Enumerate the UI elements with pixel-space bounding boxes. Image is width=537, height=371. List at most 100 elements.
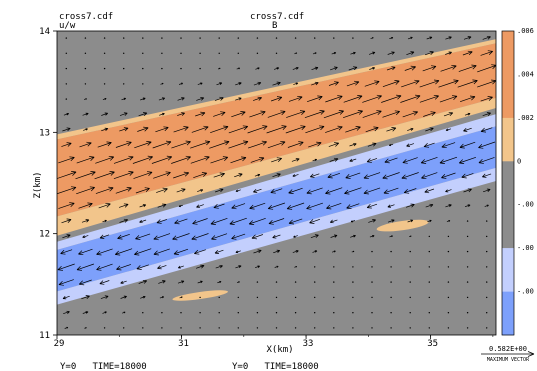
y-tick-label: 13 bbox=[39, 128, 50, 138]
vector-arrow bbox=[229, 217, 247, 225]
vector-dot bbox=[65, 83, 68, 85]
footer-center: Y=0 TIME=18000 bbox=[232, 362, 319, 371]
vector-arrow bbox=[484, 204, 489, 207]
vector-dot bbox=[390, 312, 392, 314]
vector-arrow bbox=[100, 295, 109, 299]
vector-arrow bbox=[177, 112, 185, 116]
vector-dot bbox=[218, 37, 220, 39]
vector-arrow bbox=[235, 82, 242, 86]
vector-arrow bbox=[194, 249, 206, 255]
vector-arrow bbox=[228, 125, 249, 134]
vector-arrow bbox=[480, 50, 494, 56]
vector-arrow bbox=[459, 141, 476, 149]
vector-arrow bbox=[401, 79, 420, 88]
vector-dot bbox=[199, 296, 201, 299]
vector-arrow bbox=[248, 217, 266, 225]
colorbar-segment bbox=[502, 204, 514, 249]
vector-arrow bbox=[383, 187, 399, 195]
vector-arrow bbox=[423, 111, 436, 117]
vector-arrow bbox=[135, 187, 150, 194]
vector-dot bbox=[161, 52, 163, 54]
vector-arrow bbox=[362, 94, 382, 103]
vector-arrow bbox=[173, 171, 190, 179]
vector-arrow bbox=[273, 249, 281, 254]
vector-arrow bbox=[153, 248, 170, 256]
vector-arrow bbox=[407, 219, 414, 223]
vector-dot bbox=[180, 52, 182, 54]
vector-arrow bbox=[293, 235, 298, 238]
vector-arrow bbox=[114, 248, 133, 256]
vector-arrow bbox=[381, 94, 402, 103]
vector-arrow bbox=[368, 219, 376, 223]
vector-arrow bbox=[235, 189, 241, 193]
vector-dot bbox=[103, 83, 106, 85]
vector-dot bbox=[161, 312, 163, 314]
vector-dot bbox=[65, 52, 68, 54]
vector-dot bbox=[142, 37, 144, 39]
vector-dot bbox=[428, 312, 430, 314]
colorbar-label: .002 bbox=[517, 114, 534, 122]
vector-dot bbox=[428, 235, 430, 238]
vector-dot bbox=[256, 37, 259, 39]
vector-dot bbox=[333, 312, 335, 314]
vector-arrow bbox=[480, 96, 493, 102]
x-axis-title: X(km) bbox=[266, 345, 293, 355]
header-center-var: B bbox=[272, 21, 277, 31]
vector-arrow bbox=[306, 202, 324, 210]
vector-arrow bbox=[327, 172, 341, 179]
vector-arrow bbox=[116, 264, 132, 271]
vector-arrow bbox=[231, 233, 246, 240]
vector-arrow bbox=[308, 141, 322, 148]
vector-arrow bbox=[57, 186, 77, 195]
vector-arrow bbox=[101, 127, 109, 132]
vector-arrow bbox=[99, 234, 110, 239]
y-tick-label: 11 bbox=[39, 331, 50, 341]
vector-arrow bbox=[157, 203, 167, 208]
vector-dot bbox=[486, 281, 488, 283]
vector-arrow bbox=[382, 80, 400, 88]
vector-arrow bbox=[272, 234, 281, 239]
colorbar-segment bbox=[502, 117, 514, 162]
vector-arrow bbox=[388, 143, 394, 147]
vector-arrow bbox=[134, 248, 152, 256]
vector-arrow bbox=[172, 233, 190, 241]
vector-arrow bbox=[121, 97, 127, 101]
x-tick-label: 29 bbox=[54, 339, 65, 349]
vector-arrow bbox=[247, 140, 267, 149]
vector-dot bbox=[390, 266, 392, 268]
vector-arrow bbox=[312, 52, 317, 55]
vector-arrow bbox=[420, 156, 438, 164]
vector-dot bbox=[447, 327, 450, 329]
vector-dot bbox=[352, 296, 354, 299]
vector-dot bbox=[314, 266, 316, 268]
vector-arrow bbox=[151, 155, 173, 164]
vector-arrow bbox=[191, 233, 209, 241]
vector-arrow bbox=[249, 110, 266, 118]
vector-arrow bbox=[328, 81, 339, 86]
vector-arrow bbox=[294, 52, 298, 55]
vector-arrow bbox=[134, 141, 152, 149]
vector-dot bbox=[314, 327, 316, 329]
vector-dot bbox=[103, 37, 106, 39]
vector-dot bbox=[486, 327, 488, 329]
vector-arrow bbox=[268, 218, 285, 225]
vector-arrow bbox=[196, 97, 205, 101]
vector-arrow bbox=[382, 172, 400, 180]
vector-dot bbox=[390, 296, 392, 299]
vector-dot bbox=[447, 281, 450, 283]
contour-band-orange-light-lower bbox=[57, 97, 496, 236]
vector-dot bbox=[256, 296, 259, 299]
vector-arrow bbox=[482, 188, 491, 193]
x-tick-label: 31 bbox=[178, 339, 189, 349]
vector-arrow bbox=[342, 110, 363, 119]
vector-arrow bbox=[274, 265, 279, 268]
vector-arrow bbox=[312, 250, 318, 253]
vector-dot bbox=[409, 266, 411, 268]
vector-arrow bbox=[250, 156, 265, 163]
vector-arrow bbox=[251, 234, 264, 240]
vector-dot bbox=[256, 281, 259, 283]
vector-arrow bbox=[440, 64, 457, 72]
vector-arrow bbox=[445, 204, 452, 208]
vector-arrow bbox=[348, 66, 358, 71]
vector-arrow bbox=[446, 220, 451, 222]
